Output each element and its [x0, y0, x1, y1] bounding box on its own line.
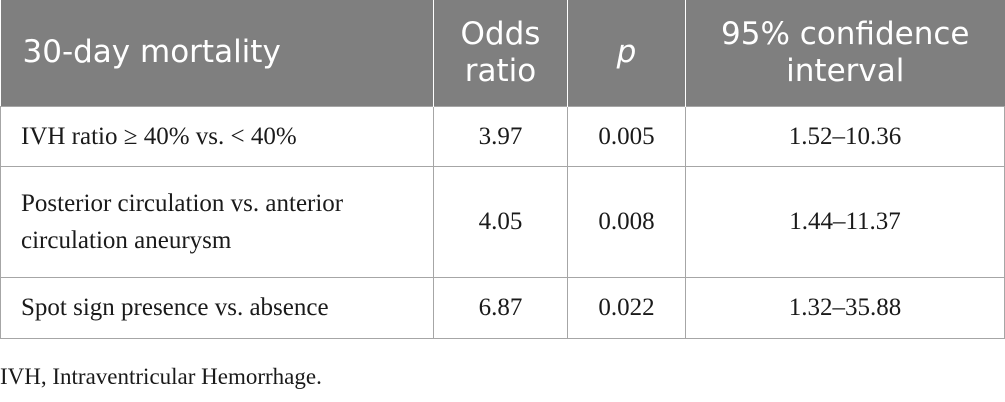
ci-cell: 1.32–35.88 — [685, 276, 1005, 339]
row-label: Posterior circulation vs. anterior circu… — [0, 165, 434, 278]
header-p-label: p — [616, 34, 637, 71]
row-label: Spot sign presence vs. absence — [0, 276, 434, 339]
row-label: IVH ratio ≥ 40% vs. < 40% — [0, 105, 434, 167]
results-table-container: 30-day mortality Odds ratio p 95% confid… — [0, 0, 1005, 339]
odds-ratio-cell: 4.05 — [433, 165, 568, 278]
table-row: Spot sign presence vs. absence 6.87 0.02… — [0, 276, 1005, 339]
p-value-cell: 0.022 — [567, 276, 686, 339]
table-footnote: IVH, Intraventricular Hemorrhage. — [0, 364, 322, 389]
ci-cell: 1.44–11.37 — [685, 165, 1005, 278]
header-mortality: 30-day mortality — [0, 0, 434, 106]
p-value-cell: 0.005 — [567, 105, 686, 167]
table-row: Posterior circulation vs. anterior circu… — [0, 165, 1005, 278]
odds-ratio-table: 30-day mortality Odds ratio p 95% confid… — [0, 0, 1005, 339]
table-row: IVH ratio ≥ 40% vs. < 40% 3.97 0.005 1.5… — [0, 105, 1005, 167]
ci-cell: 1.52–10.36 — [685, 105, 1005, 167]
header-odds-ratio: Odds ratio — [433, 0, 568, 106]
odds-ratio-cell: 6.87 — [433, 276, 568, 339]
header-confidence-interval: 95% confidence interval — [685, 0, 1005, 106]
p-value-cell: 0.008 — [567, 165, 686, 278]
header-p-value: p — [567, 0, 686, 106]
odds-ratio-cell: 3.97 — [433, 105, 568, 167]
table-header-row: 30-day mortality Odds ratio p 95% confid… — [0, 0, 1005, 106]
